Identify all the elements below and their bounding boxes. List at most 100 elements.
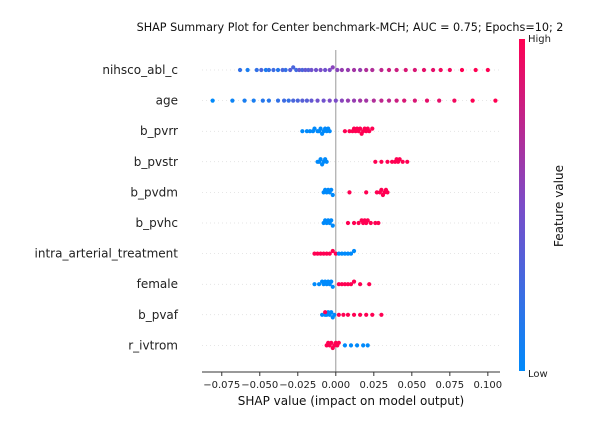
shap-point: [400, 159, 405, 164]
shap-point: [386, 67, 392, 73]
shap-point: [356, 220, 361, 226]
shap-point: [345, 98, 351, 103]
shap-point: [347, 129, 352, 134]
shap-point: [351, 220, 357, 226]
colorbar-title: Feature value: [552, 165, 566, 247]
shap-point: [386, 98, 392, 103]
shap-point: [379, 67, 384, 73]
shap-point: [330, 248, 335, 254]
shap-point: [368, 220, 373, 226]
shap-point: [447, 67, 452, 73]
shap-point: [300, 98, 305, 103]
feature-label: intra_arterial_treatment: [35, 247, 179, 261]
shap-point: [335, 67, 340, 73]
shap-point: [291, 98, 296, 103]
shap-point: [266, 67, 271, 73]
shap-point: [370, 67, 375, 73]
shap-point: [348, 282, 354, 287]
shap-point: [332, 312, 337, 317]
shap-point: [321, 251, 326, 256]
shap-point: [291, 65, 296, 70]
shap-point: [397, 157, 402, 162]
shap-point: [309, 67, 314, 73]
shap-point: [339, 282, 344, 287]
colorbar-low-label: Low: [528, 369, 548, 380]
shap-point: [312, 282, 317, 287]
shap-point: [351, 248, 357, 254]
shap-point: [327, 129, 332, 134]
shap-point: [306, 67, 311, 73]
shap-point: [370, 312, 375, 317]
feature-label: b_pvhc: [135, 216, 178, 230]
shap-point: [364, 190, 369, 195]
feature-label: b_pvstr: [134, 155, 178, 169]
shap-point: [333, 251, 338, 256]
shap-point: [283, 67, 288, 73]
shap-point: [254, 67, 259, 73]
shap-point: [323, 67, 328, 73]
shap-point: [318, 126, 323, 131]
shap-point: [280, 67, 285, 73]
shap-point: [367, 282, 372, 287]
shap-point: [348, 343, 354, 348]
shap-point: [327, 67, 332, 73]
shap-point: [485, 67, 490, 73]
shap-point: [275, 98, 281, 103]
shap-point: [412, 67, 417, 73]
x-tick-label: −0.025: [279, 380, 316, 391]
shap-point: [327, 251, 332, 256]
shap-point: [364, 312, 369, 317]
shap-point: [339, 98, 344, 103]
shap-point: [367, 129, 372, 134]
shap-point: [345, 220, 351, 226]
shap-point: [364, 67, 369, 73]
shap-point: [342, 343, 348, 348]
shap-point: [361, 343, 366, 348]
shap-point: [304, 129, 310, 134]
shap-point: [304, 98, 310, 103]
shap-point: [312, 251, 317, 256]
feature-label: r_ivtrom: [128, 338, 178, 352]
shap-point: [342, 282, 348, 287]
shap-point: [348, 251, 354, 256]
shap-point: [330, 65, 335, 70]
shap-point: [312, 126, 317, 131]
shap-point: [339, 251, 344, 256]
shap-point: [452, 98, 457, 103]
x-tick-label: 0.025: [359, 380, 388, 391]
shap-point: [336, 251, 341, 256]
shap-point: [345, 251, 351, 256]
shap-point: [412, 98, 417, 103]
shap-point: [351, 98, 357, 103]
shap-point: [336, 312, 341, 317]
shap-point: [329, 310, 334, 315]
shap-point: [237, 67, 243, 73]
shap-point: [260, 98, 265, 103]
shap-point: [405, 159, 410, 164]
shap-point: [318, 157, 323, 162]
shap-point: [358, 312, 363, 317]
shap-point: [394, 67, 399, 73]
shap-point: [300, 129, 305, 134]
shap-point: [329, 187, 334, 192]
shap-point: [345, 312, 351, 317]
shap-point: [327, 98, 332, 103]
shap-point: [473, 67, 478, 73]
shap-point: [336, 282, 341, 287]
shap-point: [318, 251, 323, 256]
shap-point: [321, 98, 326, 103]
shap-point: [230, 98, 235, 103]
shap-point: [315, 98, 320, 103]
x-axis-ticks: −0.075 −0.050 −0.025 0.000 0.025 0.050 0.075 0.…: [203, 372, 502, 391]
x-axis-title: SHAP value (impact on model output): [238, 394, 465, 408]
shap-point: [370, 126, 375, 131]
shap-point: [309, 98, 314, 103]
shap-point: [315, 251, 320, 256]
shap-point: [379, 159, 384, 164]
shap-point: [294, 67, 299, 73]
shap-point: [379, 187, 384, 192]
x-tick-label: 0.050: [397, 380, 426, 391]
shap-point: [210, 98, 215, 103]
shap-point: [373, 159, 378, 164]
